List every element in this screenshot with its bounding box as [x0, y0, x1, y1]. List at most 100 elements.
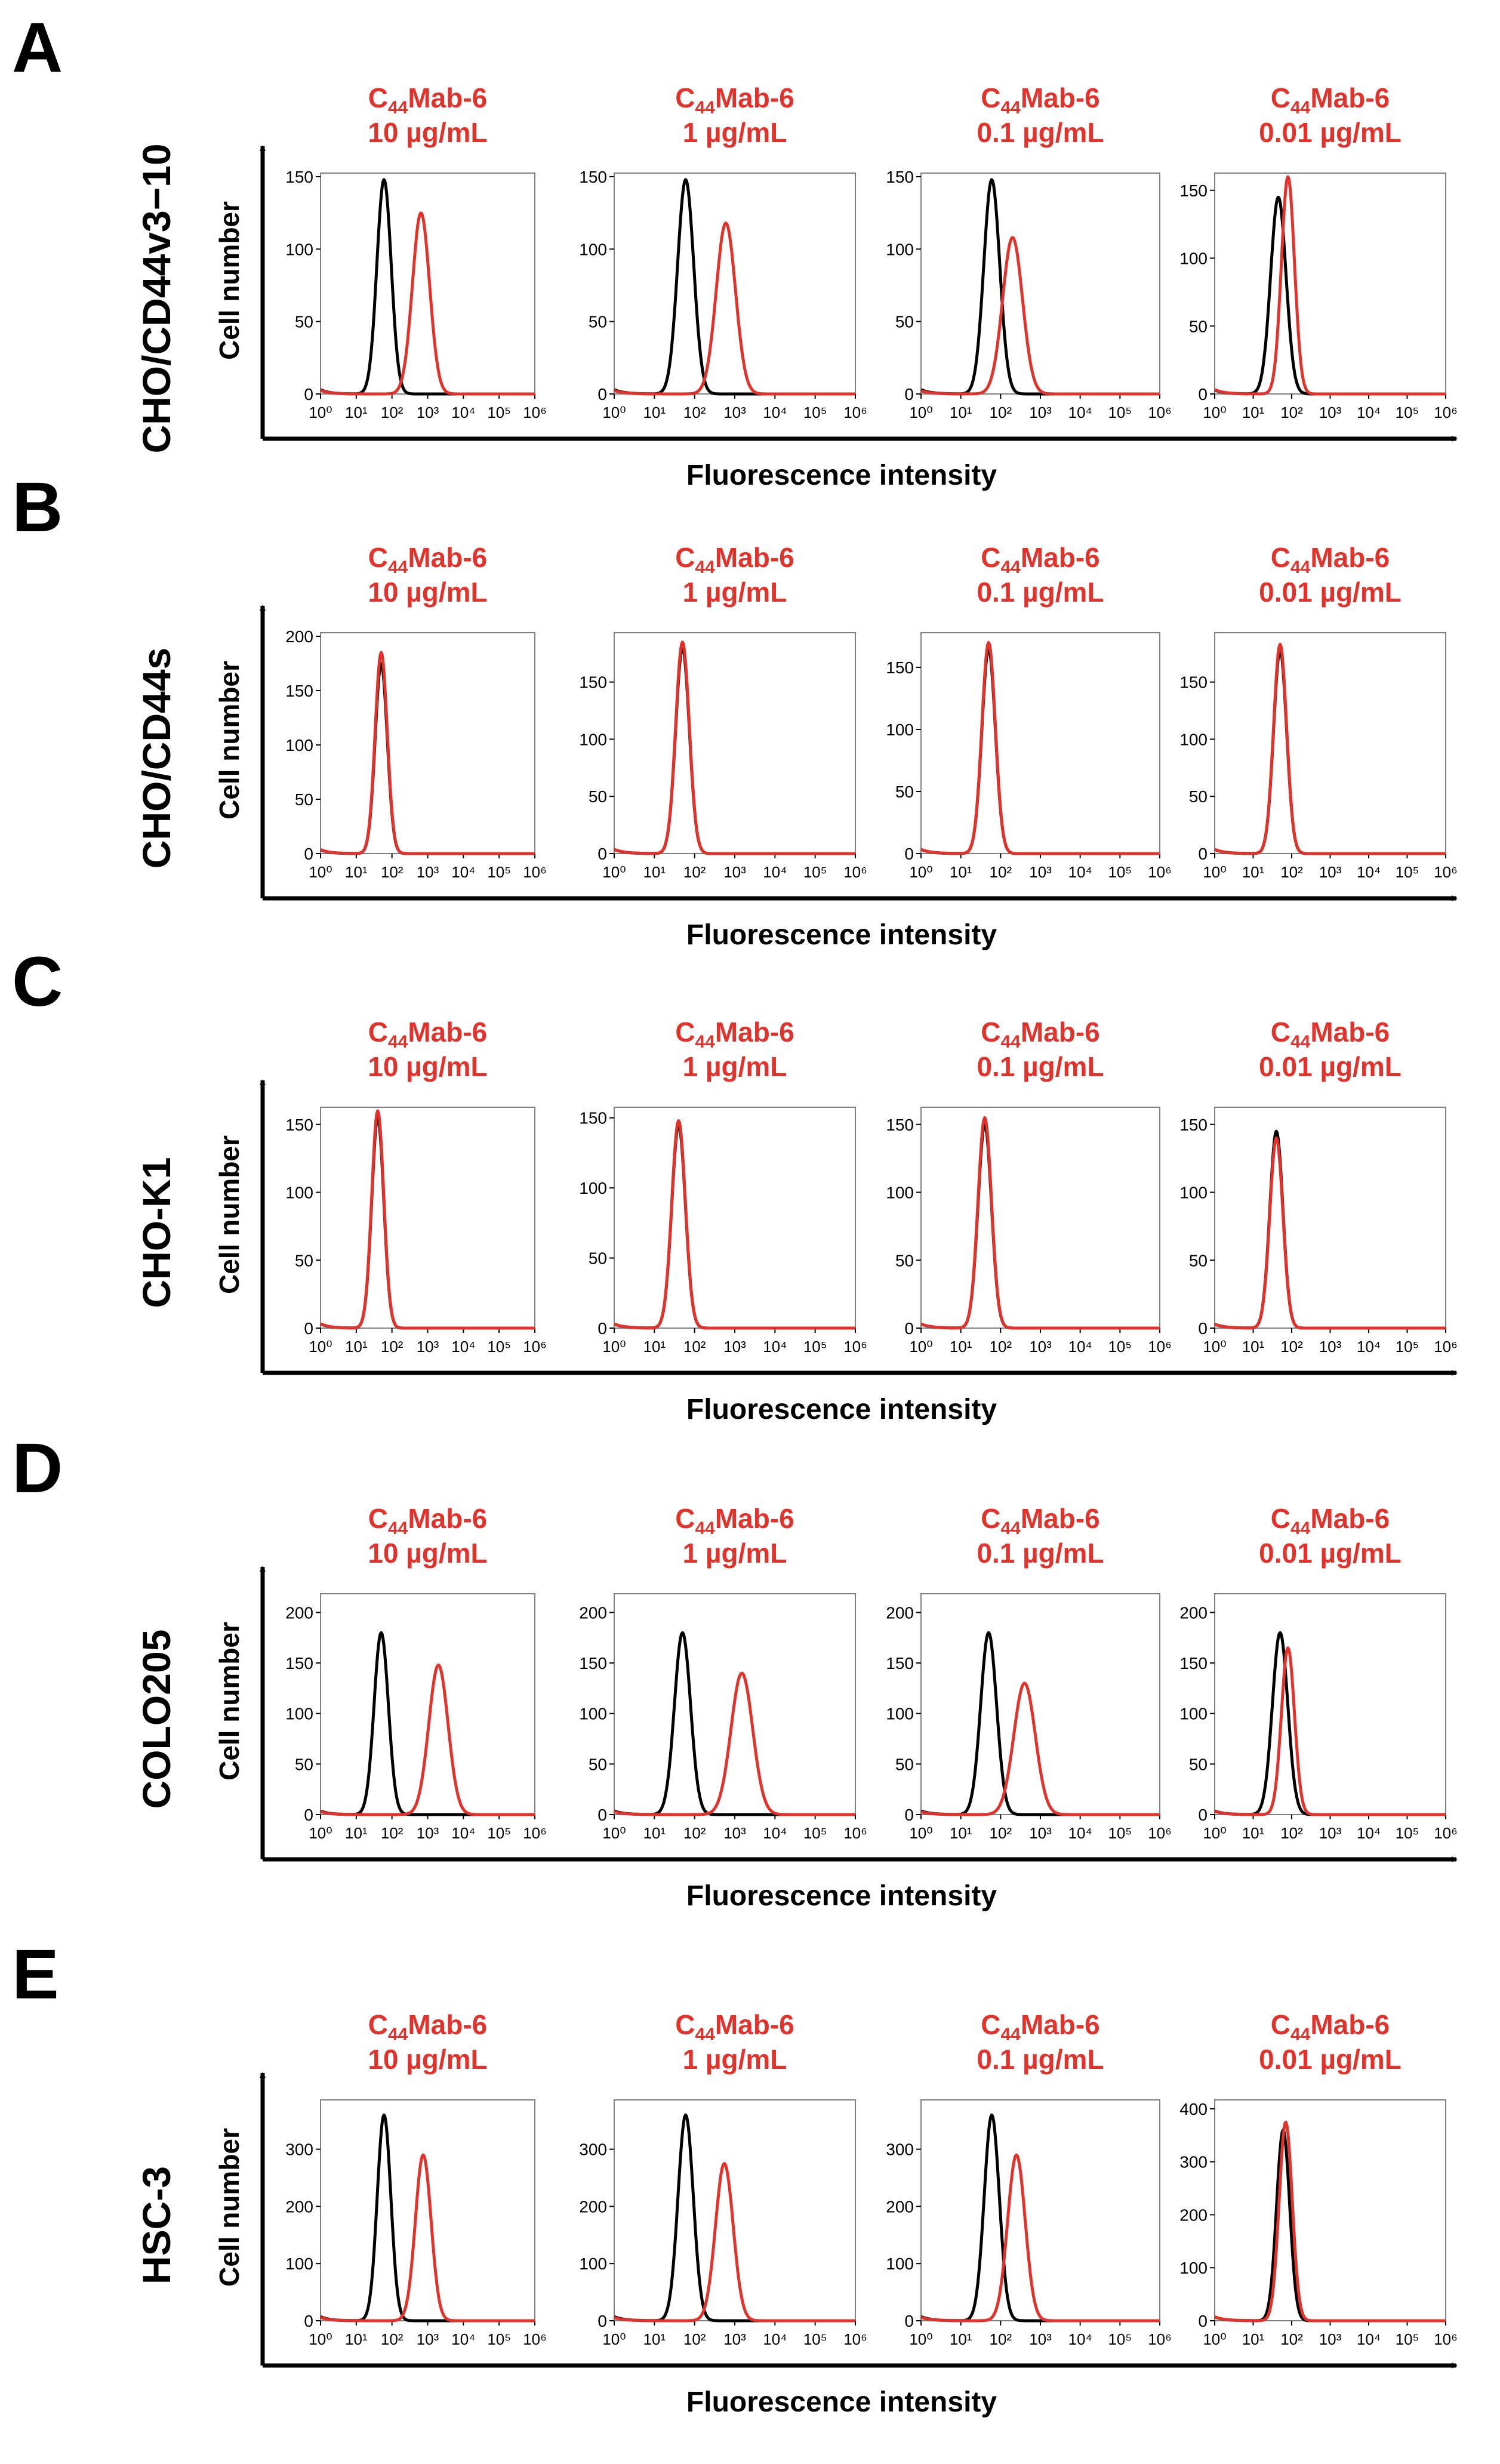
x-tick-label: 10⁵ — [487, 404, 511, 421]
panel-letter: B — [12, 468, 63, 547]
y-tick-label: 150 — [579, 1654, 607, 1673]
y-tick-label: 50 — [895, 313, 914, 331]
x-tick-label: 10⁴ — [451, 1824, 475, 1842]
y-tick-label: 150 — [579, 1109, 607, 1128]
plot-frame — [320, 632, 535, 854]
x-tick-label: 10⁰ — [1203, 863, 1226, 881]
control-histogram — [320, 662, 535, 855]
x-tick-label: 10⁴ — [1357, 1338, 1381, 1356]
x-tick-label: 10³ — [417, 1338, 439, 1356]
y-tick-label: 100 — [285, 240, 313, 258]
x-tick-label: 10⁵ — [1108, 2330, 1132, 2348]
x-tick-label: 10⁵ — [803, 2330, 827, 2348]
x-tick-label: 10³ — [1029, 404, 1052, 421]
concentration-label: 0.1 µg/mL — [977, 117, 1104, 148]
y-tick-label: 100 — [886, 240, 914, 258]
histogram-panel: C44Mab-60.01 µg/mL 0 50 100 150 200 10⁰ 10¹ 10² 1… — [1179, 1503, 1458, 1842]
control-histogram — [1214, 1631, 1446, 1816]
x-tick-label: 10¹ — [643, 2330, 666, 2348]
x-tick-label: 10² — [1280, 404, 1303, 421]
y-tick-label: 100 — [1179, 250, 1208, 268]
x-tick-label: 10⁰ — [602, 1338, 626, 1356]
x-tick-label: 10³ — [723, 1824, 746, 1842]
y-axis-label: Cell number — [214, 2128, 245, 2287]
x-tick-label: 10² — [683, 2330, 706, 2348]
antibody-histogram — [614, 640, 856, 855]
y-axis-label: Cell number — [214, 661, 245, 820]
y-tick-label: 150 — [886, 168, 914, 186]
x-tick-label: 10⁶ — [843, 1824, 867, 1842]
x-tick-label: 10⁰ — [309, 2330, 332, 2348]
x-tick-label: 10⁵ — [487, 863, 511, 881]
y-tick-label: 0 — [904, 1806, 914, 1824]
antibody-label: C44Mab-6 — [675, 542, 794, 577]
antibody-histogram — [319, 1109, 535, 1330]
y-tick-label: 0 — [597, 845, 607, 863]
y-tick-label: 100 — [579, 1705, 607, 1723]
plot-frame — [920, 173, 1160, 395]
x-tick-label: 10¹ — [950, 863, 972, 881]
x-tick-label: 10² — [381, 1824, 404, 1842]
control-histogram — [1214, 195, 1446, 396]
y-tick-label: 150 — [886, 1654, 914, 1673]
y-tick-label: 50 — [589, 787, 607, 806]
antibody-label: C44Mab-6 — [1271, 2009, 1390, 2044]
x-tick-label: 10¹ — [345, 1824, 368, 1842]
x-axis-label: Fluorescence intensity — [686, 1394, 997, 1425]
y-tick-label: 200 — [1179, 2206, 1208, 2224]
x-tick-label: 10⁴ — [1357, 404, 1381, 421]
x-tick-label: 10⁵ — [803, 1338, 827, 1356]
row-a: A CHO/CD44v3−10 Cell number Fluorescence in… — [12, 8, 1458, 491]
y-tick-label: 0 — [597, 385, 607, 404]
x-tick-label: 10⁰ — [602, 863, 626, 881]
antibody-label: C44Mab-6 — [1271, 542, 1390, 577]
x-tick-label: 10⁶ — [1434, 1824, 1458, 1842]
x-tick-label: 10² — [381, 404, 404, 421]
x-tick-label: 10¹ — [643, 863, 666, 881]
histogram-panel: C44Mab-610 µg/mL 0 50 100 150 200 10⁰ 10¹ 10² 10³… — [285, 1503, 547, 1842]
y-tick-label: 200 — [285, 2197, 313, 2216]
x-tick-label: 10⁶ — [1148, 2330, 1172, 2348]
x-tick-label: 10³ — [723, 1338, 746, 1356]
histogram-panel: C44Mab-60.01 µg/mL 0 50 100 150 10⁰ 10¹ 10² 10³ 1… — [1179, 1017, 1458, 1356]
x-tick-label: 10⁰ — [909, 863, 932, 881]
x-tick-label: 10⁰ — [1203, 2330, 1226, 2348]
y-tick-label: 300 — [285, 2140, 313, 2159]
x-tick-label: 10⁴ — [1068, 1338, 1092, 1356]
antibody-label: C44Mab-6 — [368, 82, 488, 118]
x-tick-label: 10² — [683, 1338, 706, 1356]
x-tick-label: 10¹ — [1242, 863, 1265, 881]
y-tick-label: 150 — [1179, 673, 1208, 692]
y-tick-label: 200 — [285, 627, 313, 646]
x-tick-label: 10⁴ — [1357, 1824, 1381, 1842]
x-tick-label: 10⁴ — [451, 1338, 475, 1356]
x-tick-label: 10⁶ — [1434, 863, 1458, 881]
y-tick-label: 0 — [304, 385, 313, 404]
x-tick-label: 10² — [381, 1338, 404, 1356]
plot-frame — [614, 1107, 856, 1329]
x-tick-label: 10² — [683, 1824, 706, 1842]
x-tick-label: 10⁵ — [1396, 863, 1419, 881]
y-tick-label: 0 — [1198, 1319, 1208, 1338]
y-tick-label: 100 — [285, 736, 313, 754]
y-axis-label: Cell number — [214, 201, 245, 360]
cell-line-label: CHO/CD44s — [134, 648, 178, 868]
antibody-label: C44Mab-6 — [981, 2009, 1100, 2044]
x-tick-label: 10⁰ — [309, 1824, 332, 1842]
control-histogram — [920, 647, 1160, 855]
y-tick-label: 150 — [285, 1654, 313, 1673]
y-tick-label: 200 — [285, 1603, 313, 1622]
y-tick-label: 50 — [1189, 787, 1208, 806]
antibody-histogram — [1214, 1646, 1446, 1816]
antibody-label: C44Mab-6 — [675, 2009, 794, 2044]
x-tick-label: 10⁴ — [763, 863, 787, 881]
y-tick-label: 50 — [589, 1755, 607, 1773]
histogram-panel: C44Mab-60.01 µg/mL 0 50 100 150 10⁰ 10¹ 10² 10³ 1… — [1179, 542, 1458, 881]
y-tick-label: 0 — [1198, 2312, 1208, 2330]
x-tick-label: 10⁰ — [602, 2330, 626, 2348]
x-tick-label: 10⁰ — [1203, 1824, 1226, 1842]
x-tick-label: 10⁶ — [1148, 404, 1172, 421]
x-tick-label: 10⁴ — [763, 2330, 787, 2348]
antibody-histogram — [614, 221, 856, 396]
